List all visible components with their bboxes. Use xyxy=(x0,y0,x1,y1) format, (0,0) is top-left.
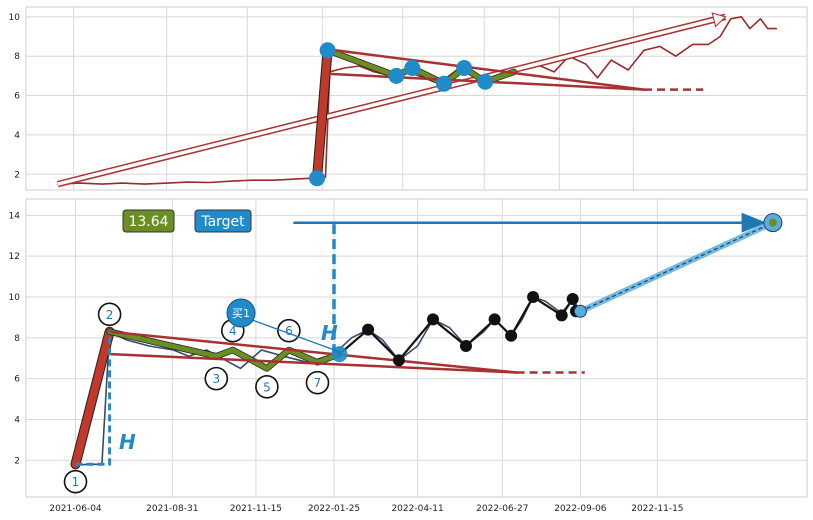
zigzag-point xyxy=(527,290,540,303)
x-tick-label: 2022-01-25 xyxy=(308,504,360,514)
impulse-leg xyxy=(71,327,114,469)
pivot-marker xyxy=(456,60,473,76)
wave-label-circle xyxy=(63,469,88,494)
height-label: H xyxy=(321,321,338,345)
pivot-marker xyxy=(319,42,336,59)
zigzag-point xyxy=(566,293,579,306)
wave-label: 2 xyxy=(106,308,114,322)
x-tick-label: 2022-06-27 xyxy=(476,504,528,514)
pivot-marker xyxy=(388,67,405,84)
zigzag-point xyxy=(392,354,405,367)
wave-label: 5 xyxy=(263,380,271,394)
height-measure-1 xyxy=(75,331,112,466)
value-box-label: 13.64 xyxy=(128,214,168,230)
bottom-annotations: 13.64 Target H H 买1 xyxy=(119,209,341,454)
bottom-markers: 1 2 3 4 5 6 7 xyxy=(63,213,783,494)
y-tick-label: 2 xyxy=(14,170,20,180)
bottom-y-ticks: 2 4 6 8 10 12 14 xyxy=(9,211,21,466)
zigzag-point xyxy=(505,329,518,342)
zigzag-point xyxy=(488,313,501,326)
wave-label: 3 xyxy=(212,372,220,386)
y-tick-label: 14 xyxy=(9,211,21,221)
zigzag-point xyxy=(427,313,439,326)
buy-marker-label: 买1 xyxy=(232,307,250,320)
trend-arrow-head xyxy=(711,12,727,28)
top-panel: 2 4 6 8 10 xyxy=(9,6,808,191)
pivot-marker xyxy=(436,75,453,92)
pivot-marker xyxy=(309,170,326,187)
pivot-marker xyxy=(404,60,421,76)
wave-label-circle xyxy=(204,366,229,391)
x-tick-label: 2021-08-31 xyxy=(146,504,198,514)
target-box-label: Target xyxy=(200,214,245,230)
zigzag-point xyxy=(555,309,568,322)
wave-label: 6 xyxy=(285,324,293,338)
buy-marker xyxy=(226,298,256,328)
value-box xyxy=(122,209,175,233)
channel-upper xyxy=(108,330,518,374)
y-tick-label: 8 xyxy=(14,52,20,62)
pivot-marker xyxy=(477,73,494,90)
y-tick-label: 6 xyxy=(14,375,20,385)
wave-label-circle xyxy=(255,374,279,399)
projection-start xyxy=(573,304,587,318)
wave-label-circle xyxy=(277,318,301,343)
bottom-plot-frame xyxy=(25,198,808,498)
trend-arrow xyxy=(57,15,726,186)
zigzag-point xyxy=(460,339,472,352)
x-tick-label: 2022-11-15 xyxy=(631,504,683,514)
top-markers xyxy=(309,42,494,187)
height-label: H xyxy=(119,430,136,454)
wave-label: 7 xyxy=(314,376,322,390)
y-tick-label: 4 xyxy=(14,131,20,141)
y-tick-label: 12 xyxy=(9,252,20,262)
zigzag-point xyxy=(362,323,375,336)
price xyxy=(71,296,582,467)
bottom-series xyxy=(70,212,776,470)
channel-upper xyxy=(326,48,646,91)
wave-label-circle xyxy=(305,370,330,395)
wave-label-circle xyxy=(97,302,122,327)
breakout-marker xyxy=(331,346,348,363)
top-y-ticks: 2 4 6 8 10 xyxy=(9,13,21,180)
y-tick-label: 4 xyxy=(14,415,20,425)
bottom-x-ticks: 2021-06-04 2021-08-31 2021-11-15 2022-01-25… xyxy=(49,504,683,514)
target-point-core xyxy=(768,218,777,227)
x-tick-label: 2021-11-15 xyxy=(230,504,282,514)
target-box xyxy=(194,209,252,233)
x-tick-label: 2022-04-11 xyxy=(391,504,443,514)
y-tick-label: 2 xyxy=(14,456,20,466)
y-tick-label: 10 xyxy=(9,293,21,303)
channel-lower xyxy=(108,352,518,374)
y-tick-label: 6 xyxy=(14,92,20,102)
wave-label: 1 xyxy=(72,475,80,489)
y-tick-label: 8 xyxy=(14,334,20,344)
wave-label: 4 xyxy=(229,324,237,338)
buy-pointer xyxy=(251,319,341,353)
y-tick-label: 10 xyxy=(9,13,21,23)
x-tick-label: 2021-06-04 xyxy=(49,504,102,514)
impulse-leg xyxy=(313,46,332,183)
x-tick-label: 2022-09-06 xyxy=(554,504,607,514)
projection-core xyxy=(580,221,774,312)
